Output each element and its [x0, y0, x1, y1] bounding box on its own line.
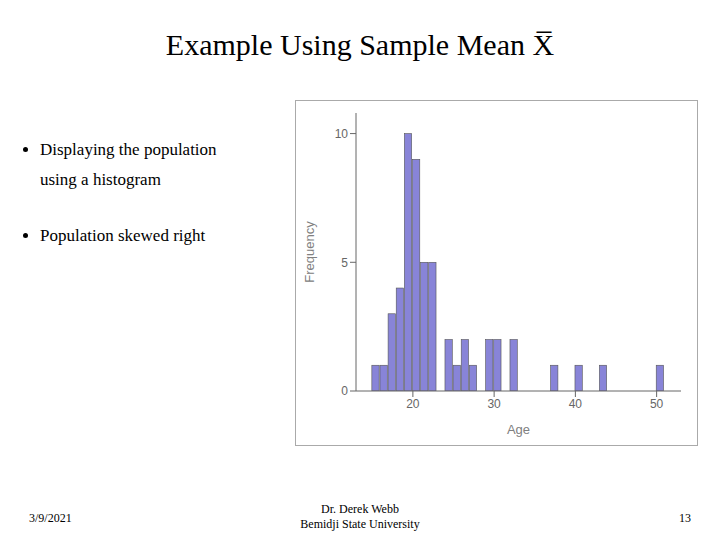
html-text:Population skewed right: Population skewed right: [40, 226, 206, 245]
svg-text:30: 30: [487, 397, 501, 411]
svg-text:Frequency: Frequency: [302, 221, 317, 283]
html-text:13: 13: [679, 511, 691, 525]
html-text:using a histogram: using a histogram: [40, 170, 161, 189]
svg-text:0: 0: [341, 384, 348, 398]
html-text:Example Using Sample Mean X̅: Example Using Sample Mean X̅: [165, 28, 555, 61]
svg-text:50: 50: [650, 397, 664, 411]
svg-text:Age: Age: [507, 422, 530, 437]
svg-text:40: 40: [569, 397, 583, 411]
svg-text:20: 20: [406, 397, 420, 411]
svg-text:5: 5: [341, 256, 348, 270]
html-text:Dr. Derek Webb Bemidji State U: Dr. Derek Webb Bemidji State University: [300, 502, 420, 531]
svg-text:10: 10: [335, 127, 349, 141]
html-text:3/9/2021: 3/9/2021: [29, 511, 72, 525]
html-text:Displaying the population: Displaying the population: [40, 140, 217, 159]
